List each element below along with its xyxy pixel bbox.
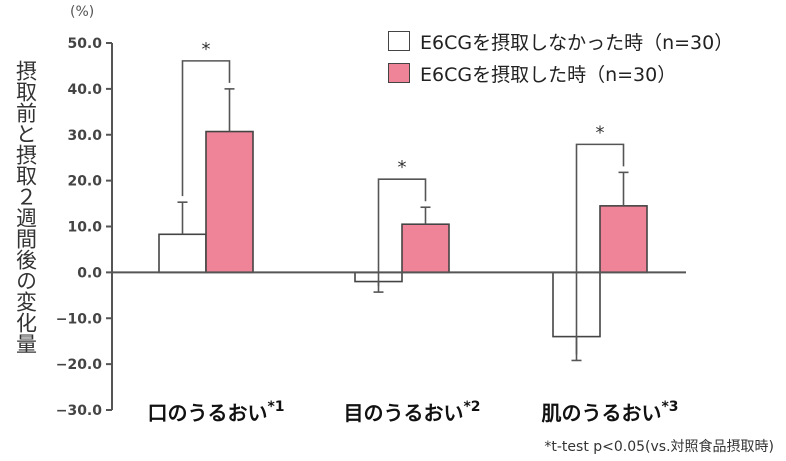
y-tick-label: −10.0 (56, 311, 103, 327)
significance-bracket-1 (377, 178, 427, 287)
legend-swatch-control (388, 31, 410, 51)
legend-swatch-e6cg (388, 63, 410, 83)
significance-marker-0: * (202, 39, 211, 60)
category-label-0: 口のうるおい*1 (147, 399, 284, 425)
legend-label-e6cg: E6CGを摂取した時（n=30） (420, 63, 677, 86)
significance-marker-1: * (398, 157, 407, 178)
significance-bracket-0 (181, 60, 231, 197)
significance-marker-2: * (596, 122, 605, 143)
bar-e6cg-1 (401, 223, 450, 274)
y-tick-label: 0.0 (77, 265, 102, 281)
legend-label-control: E6CGを摂取しなかった時（n=30） (420, 31, 734, 54)
y-tick-label: 50.0 (67, 36, 102, 52)
legend: E6CGを摂取しなかった時（n=30） E6CGを摂取した時（n=30） (388, 26, 733, 90)
bar-e6cg-2 (599, 205, 648, 274)
y-tick-label: 30.0 (67, 128, 102, 144)
footnote: *t-test p<0.05(vs.対照食品摂取時) (544, 439, 774, 455)
y-tick-label: 10.0 (67, 220, 102, 236)
y-axis-unit: (%) (70, 4, 95, 20)
y-axis-title-wrap: 摂取前と摂取２週間後の変化量 (10, 60, 40, 354)
y-tick-label: 20.0 (67, 174, 102, 190)
y-axis-title: 摂取前と摂取２週間後の変化量 (13, 60, 38, 354)
y-tick-label: −20.0 (56, 357, 103, 373)
y-tick-label: 40.0 (67, 82, 102, 98)
legend-item-e6cg: E6CGを摂取した時（n=30） (388, 58, 733, 88)
bar-control-0 (158, 233, 207, 274)
legend-item-control: E6CGを摂取しなかった時（n=30） (388, 26, 733, 56)
category-label-1: 目のうるおい*2 (343, 399, 480, 425)
significance-bracket-2 (575, 143, 625, 355)
category-label-2: 肌のうるおい*3 (541, 399, 678, 425)
bar-e6cg-0 (205, 130, 254, 274)
y-tick-label: −30.0 (56, 403, 103, 419)
